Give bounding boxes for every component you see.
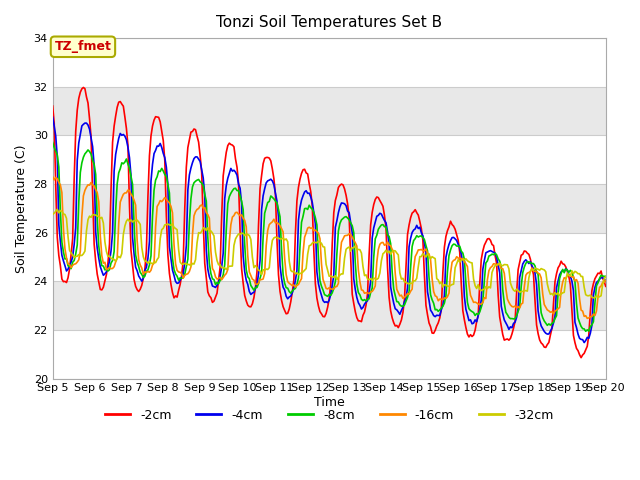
-16cm — [364, 290, 371, 296]
Bar — [52, 281, 605, 330]
-32cm — [154, 257, 161, 263]
Line: -16cm: -16cm — [52, 177, 605, 318]
Line: -32cm: -32cm — [52, 209, 605, 298]
-8cm — [382, 224, 390, 230]
Bar — [52, 135, 605, 184]
Line: -2cm: -2cm — [52, 87, 605, 358]
-16cm — [382, 241, 390, 247]
Line: -4cm: -4cm — [52, 117, 605, 343]
-32cm — [53, 206, 61, 212]
-16cm — [394, 290, 402, 296]
-2cm — [79, 84, 87, 90]
-2cm — [64, 275, 72, 281]
Text: TZ_fmet: TZ_fmet — [54, 40, 111, 53]
Bar — [52, 233, 605, 281]
-2cm — [154, 114, 161, 120]
-4cm — [152, 147, 159, 153]
-32cm — [365, 277, 373, 283]
Bar — [52, 38, 605, 87]
-16cm — [602, 277, 609, 283]
-32cm — [602, 274, 609, 279]
Bar — [52, 87, 605, 135]
-16cm — [534, 270, 542, 276]
-2cm — [577, 355, 585, 360]
Bar — [52, 184, 605, 233]
-8cm — [64, 263, 72, 269]
-8cm — [152, 177, 159, 183]
-32cm — [589, 295, 597, 300]
-32cm — [536, 267, 543, 273]
-16cm — [584, 315, 591, 321]
-16cm — [49, 174, 56, 180]
-2cm — [384, 265, 392, 271]
-16cm — [64, 261, 72, 267]
-4cm — [364, 298, 371, 303]
-4cm — [64, 266, 72, 272]
-4cm — [382, 220, 390, 226]
-2cm — [536, 337, 543, 343]
-4cm — [602, 278, 609, 284]
-8cm — [394, 299, 402, 305]
-2cm — [49, 103, 56, 109]
-4cm — [49, 114, 56, 120]
-16cm — [152, 224, 159, 230]
Legend: -2cm, -4cm, -8cm, -16cm, -32cm: -2cm, -4cm, -8cm, -16cm, -32cm — [100, 404, 558, 427]
Bar — [52, 330, 605, 379]
-32cm — [384, 250, 392, 256]
-2cm — [365, 252, 373, 257]
-8cm — [534, 272, 542, 277]
Line: -8cm: -8cm — [52, 143, 605, 331]
-8cm — [49, 140, 56, 145]
Y-axis label: Soil Temperature (C): Soil Temperature (C) — [15, 144, 28, 273]
-32cm — [66, 248, 74, 253]
X-axis label: Time: Time — [314, 396, 344, 409]
-4cm — [580, 340, 588, 346]
-4cm — [534, 308, 542, 314]
-8cm — [582, 328, 589, 334]
-4cm — [394, 309, 402, 315]
Title: Tonzi Soil Temperatures Set B: Tonzi Soil Temperatures Set B — [216, 15, 442, 30]
-8cm — [364, 297, 371, 302]
-2cm — [602, 284, 609, 289]
-2cm — [396, 321, 404, 327]
-32cm — [396, 270, 404, 276]
-8cm — [602, 274, 609, 279]
-32cm — [49, 212, 56, 217]
